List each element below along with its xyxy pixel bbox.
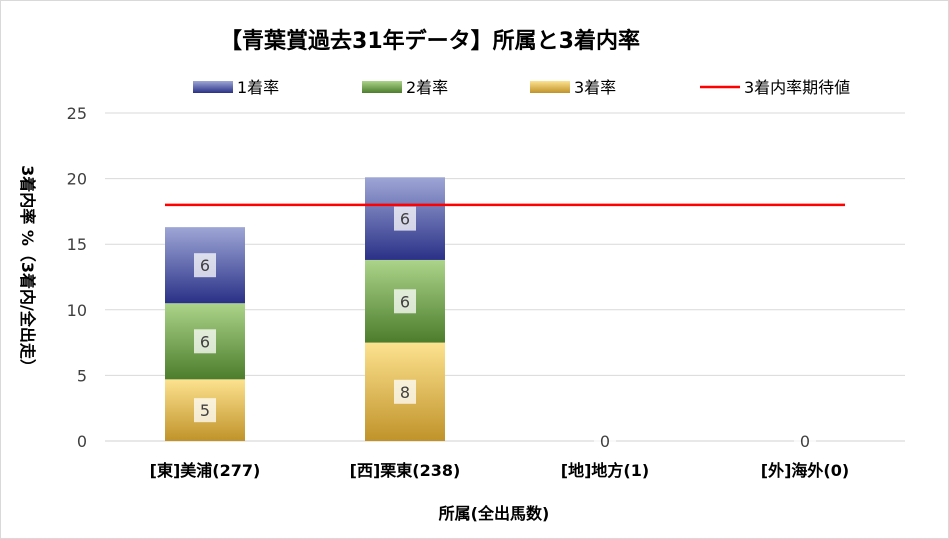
x-category-label: [外]海外(0)	[761, 461, 849, 480]
data-label: 6	[400, 210, 410, 229]
data-label-bg	[794, 429, 816, 453]
y-tick-label: 5	[77, 366, 87, 385]
legend-swatch	[362, 81, 402, 93]
legend-swatch	[530, 81, 570, 93]
legend-label: 3着率	[574, 78, 616, 97]
bars	[165, 177, 445, 441]
data-label-bg	[394, 289, 416, 314]
y-tick-label: 25	[67, 104, 87, 123]
legend-swatch	[193, 81, 233, 93]
y-tick-label: 20	[67, 170, 87, 189]
data-label-bg	[194, 329, 216, 354]
data-label: 5	[200, 401, 210, 420]
data-label-bg	[394, 379, 416, 404]
legend-label: 2着率	[406, 78, 448, 97]
data-labels: 5 6 6 8 6 6 0 0	[194, 206, 816, 453]
legend-label: 1着率	[237, 78, 279, 97]
data-label-bg	[394, 206, 416, 231]
y-axis-label: 3着内率 %（3着内/全出走）	[18, 165, 37, 375]
data-label: 6	[400, 292, 410, 311]
data-label: 0	[800, 432, 810, 451]
data-label: 0	[600, 432, 610, 451]
y-tick-label: 10	[67, 301, 87, 320]
y-tick-label: 15	[67, 235, 87, 254]
x-categories: [東]美浦(277) [西]栗東(238) [地]地方(1) [外]海外(0)	[150, 461, 850, 480]
data-label-bg	[194, 398, 216, 423]
y-tick-label: 0	[77, 432, 87, 451]
legend-label: 3着内率期待値	[744, 78, 850, 97]
data-label: 6	[200, 256, 210, 275]
legend: 1着率 2着率 3着率 3着内率期待値	[193, 78, 850, 97]
data-label: 6	[200, 332, 210, 351]
data-label-bg	[594, 429, 616, 453]
x-category-label: [東]美浦(277)	[150, 461, 261, 480]
chart-title: 【青葉賞過去31年データ】所属と3着内率	[220, 28, 640, 54]
data-label-bg	[194, 253, 216, 278]
x-axis-label: 所属(全出馬数)	[439, 504, 550, 523]
y-ticks: 0 5 10 15 20 25	[67, 104, 87, 451]
x-category-label: [西]栗東(238)	[350, 461, 461, 480]
data-label: 8	[400, 383, 410, 402]
x-category-label: [地]地方(1)	[561, 461, 649, 480]
